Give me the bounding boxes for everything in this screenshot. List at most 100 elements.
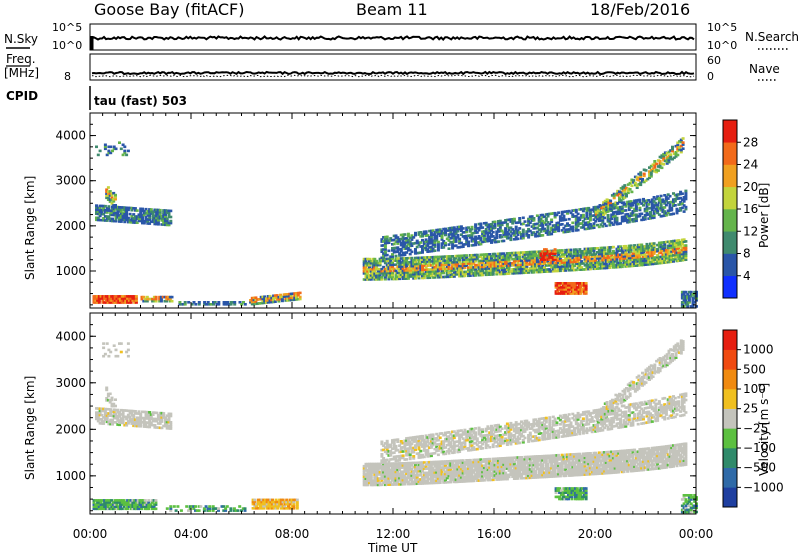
power-echo <box>664 211 668 215</box>
power-echo <box>672 245 675 249</box>
power-echo <box>438 255 442 259</box>
velocity-echo <box>147 499 151 502</box>
velocity-echo <box>292 502 296 506</box>
power-echo <box>680 303 684 306</box>
velocity-echo <box>408 476 412 479</box>
power-echo <box>669 157 673 160</box>
power-echo <box>417 262 421 266</box>
power-echo <box>658 159 662 163</box>
power-echo <box>385 267 389 271</box>
power-echo <box>652 214 656 217</box>
power-echo <box>401 267 405 270</box>
power-echo <box>599 258 603 262</box>
power-echo <box>165 219 169 223</box>
power-echo <box>682 305 686 308</box>
power-echo <box>567 228 571 231</box>
nave-label: Nave <box>749 62 780 76</box>
velocity-echo <box>459 463 463 467</box>
power-echo <box>527 259 531 262</box>
power-echo <box>606 252 610 255</box>
power-echo <box>447 257 451 260</box>
power-echo <box>286 295 290 298</box>
power-echo <box>527 263 531 266</box>
power-echo <box>574 284 577 287</box>
power-echo <box>590 255 594 258</box>
power-echo <box>588 253 592 257</box>
power-echo <box>444 243 447 247</box>
power-echo <box>114 211 118 215</box>
power-echo <box>525 234 529 237</box>
power-echo <box>532 266 536 270</box>
power-echo <box>463 266 467 270</box>
power-echo <box>546 260 550 263</box>
velocity-echo <box>108 400 112 404</box>
power-echo <box>613 264 617 267</box>
power-echo <box>584 286 588 289</box>
power-echo <box>676 141 680 145</box>
velocity-echo <box>160 411 164 415</box>
power-echo <box>468 268 472 271</box>
velocity-echo <box>399 472 403 476</box>
power-echo <box>659 259 663 263</box>
power-echo <box>445 255 449 258</box>
power-echo <box>472 274 476 277</box>
power-echo <box>617 265 621 269</box>
power-echo <box>461 256 465 260</box>
power-echo <box>406 240 410 244</box>
power-echo <box>553 267 557 271</box>
power-echo <box>142 213 146 217</box>
velocity-echo <box>375 481 379 485</box>
velocity-echo <box>406 474 410 477</box>
velocity-echo <box>96 415 100 419</box>
power-echo <box>521 230 525 234</box>
velocity-echo <box>362 471 366 474</box>
power-echo <box>559 292 563 295</box>
power-echo <box>387 269 391 273</box>
power-echo <box>557 267 561 271</box>
power-echo <box>479 236 483 240</box>
power-echo <box>511 218 515 221</box>
power-echo <box>573 252 576 255</box>
velocity-echo <box>459 474 463 477</box>
power-echo <box>652 262 656 266</box>
velocity-echo <box>458 476 462 479</box>
power-echo <box>474 227 478 230</box>
power-echo <box>451 263 455 266</box>
power-echo <box>546 233 550 236</box>
power-echo <box>645 205 649 208</box>
velocity-echo <box>100 409 104 413</box>
power-echo <box>461 262 465 266</box>
power-echo <box>578 256 582 259</box>
power-echo <box>596 213 600 217</box>
velocity-echo <box>102 342 106 345</box>
power-echo <box>486 271 490 274</box>
power-echo <box>382 269 386 273</box>
power-echo <box>653 160 657 163</box>
power-echo <box>414 248 417 251</box>
power-echo <box>615 222 619 226</box>
velocity-echo <box>403 468 407 471</box>
power-echo <box>431 229 435 232</box>
velocity-echo <box>143 507 147 511</box>
velocity-echo <box>107 422 111 426</box>
power-echo <box>619 259 622 263</box>
power-echo <box>670 206 674 210</box>
velocity-echo <box>150 507 154 511</box>
power-echo <box>543 254 546 257</box>
velocity-echo <box>135 424 139 428</box>
power-echo <box>677 257 681 260</box>
power-echo <box>668 256 672 260</box>
power-echo <box>295 294 298 297</box>
power-echo <box>461 270 465 274</box>
power-echo <box>391 273 394 277</box>
power-echo <box>144 220 148 223</box>
velocity-echo <box>121 419 125 423</box>
power-echo <box>417 270 421 274</box>
power-echo <box>364 274 368 277</box>
power-echo <box>643 201 647 205</box>
power-echo <box>383 267 387 271</box>
velocity-echo <box>150 499 154 502</box>
power-echo <box>633 219 637 223</box>
power-echo <box>679 140 683 144</box>
power-echo <box>396 242 400 245</box>
